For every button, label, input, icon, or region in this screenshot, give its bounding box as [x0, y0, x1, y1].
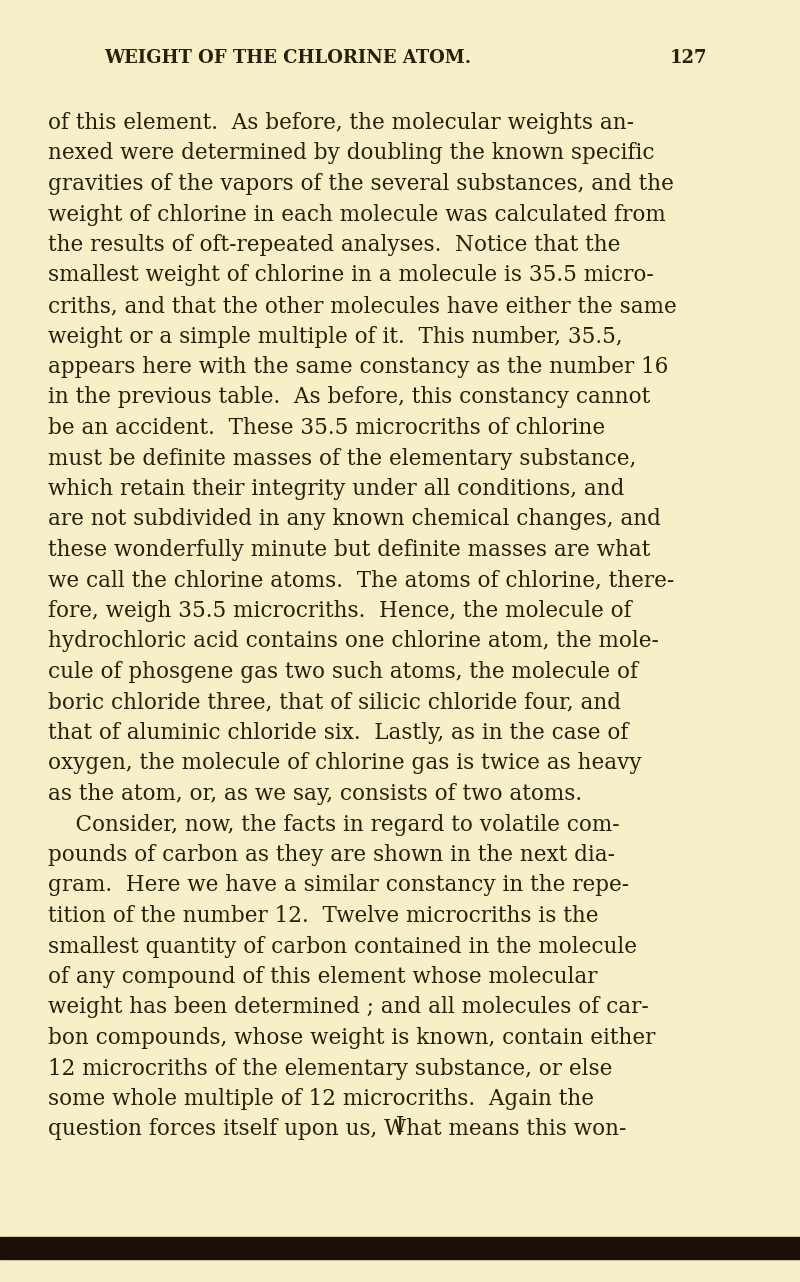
Text: criths, and that the other molecules have either the same: criths, and that the other molecules hav…: [48, 295, 677, 317]
Text: these wonderfully minute but definite masses are what: these wonderfully minute but definite ma…: [48, 538, 650, 562]
Text: boric chloride three, that of silicic chloride four, and: boric chloride three, that of silicic ch…: [48, 691, 621, 714]
Text: which retain their integrity under all conditions, and: which retain their integrity under all c…: [48, 478, 624, 500]
Text: in the previous table.  As before, this constancy cannot: in the previous table. As before, this c…: [48, 386, 650, 409]
Text: that of aluminic chloride six.  Lastly, as in the case of: that of aluminic chloride six. Lastly, a…: [48, 722, 628, 744]
Text: the results of oft-repeated analyses.  Notice that the: the results of oft-repeated analyses. No…: [48, 235, 620, 256]
Text: tition of the number 12.  Twelve microcriths is the: tition of the number 12. Twelve microcri…: [48, 905, 598, 927]
Text: of any compound of this element whose molecular: of any compound of this element whose mo…: [48, 967, 598, 988]
Text: weight of chlorine in each molecule was calculated from: weight of chlorine in each molecule was …: [48, 204, 666, 226]
Text: bon compounds, whose weight is known, contain either: bon compounds, whose weight is known, co…: [48, 1027, 655, 1049]
Text: hydrochloric acid contains one chlorine atom, the mole-: hydrochloric acid contains one chlorine …: [48, 631, 659, 653]
Text: gram.  Here we have a similar constancy in the repe-: gram. Here we have a similar constancy i…: [48, 874, 629, 896]
Text: 12 microcriths of the elementary substance, or else: 12 microcriths of the elementary substan…: [48, 1058, 612, 1079]
Text: are not subdivided in any known chemical changes, and: are not subdivided in any known chemical…: [48, 509, 661, 531]
Text: nexed were determined by doubling the known specific: nexed were determined by doubling the kn…: [48, 142, 654, 164]
Text: must be definite masses of the elementary substance,: must be definite masses of the elementar…: [48, 447, 636, 469]
Text: Consider, now, the facts in regard to volatile com-: Consider, now, the facts in regard to vo…: [48, 814, 620, 836]
Text: some whole multiple of 12 microcriths.  Again the: some whole multiple of 12 microcriths. A…: [48, 1088, 594, 1110]
Bar: [0, 1237, 800, 1259]
Text: pounds of carbon as they are shown in the next dia-: pounds of carbon as they are shown in th…: [48, 844, 615, 867]
Text: weight has been determined ; and all molecules of car-: weight has been determined ; and all mol…: [48, 996, 649, 1018]
Text: we call the chlorine atoms.  The atoms of chlorine, there-: we call the chlorine atoms. The atoms of…: [48, 569, 674, 591]
Text: gravities of the vapors of the several substances, and the: gravities of the vapors of the several s…: [48, 173, 674, 195]
Text: of this element.  As before, the molecular weights an-: of this element. As before, the molecula…: [48, 112, 634, 135]
Text: question forces itself upon us, What means this won-: question forces itself upon us, What mea…: [48, 1118, 626, 1141]
Text: oxygen, the molecule of chlorine gas is twice as heavy: oxygen, the molecule of chlorine gas is …: [48, 753, 642, 774]
Text: as the atom, or, as we say, consists of two atoms.: as the atom, or, as we say, consists of …: [48, 783, 582, 805]
Text: 127: 127: [670, 49, 706, 67]
Text: smallest weight of chlorine in a molecule is 35.5 micro-: smallest weight of chlorine in a molecul…: [48, 264, 654, 286]
Text: WEIGHT OF THE CHLORINE ATOM.: WEIGHT OF THE CHLORINE ATOM.: [105, 49, 471, 67]
Text: smallest quantity of carbon contained in the molecule: smallest quantity of carbon contained in…: [48, 936, 637, 958]
Text: I: I: [396, 1115, 404, 1137]
Text: appears here with the same constancy as the number 16: appears here with the same constancy as …: [48, 356, 668, 378]
Text: weight or a simple multiple of it.  This number, 35.5,: weight or a simple multiple of it. This …: [48, 326, 622, 347]
Text: fore, weigh 35.5 microcriths.  Hence, the molecule of: fore, weigh 35.5 microcriths. Hence, the…: [48, 600, 632, 622]
Text: be an accident.  These 35.5 microcriths of chlorine: be an accident. These 35.5 microcriths o…: [48, 417, 605, 438]
Text: cule of phosgene gas two such atoms, the molecule of: cule of phosgene gas two such atoms, the…: [48, 662, 638, 683]
